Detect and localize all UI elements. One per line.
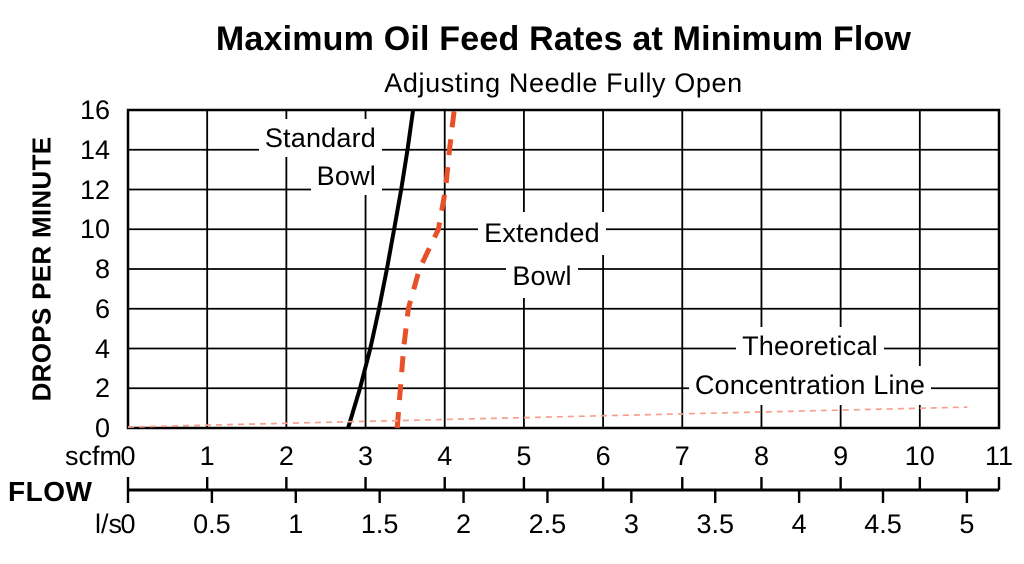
ls-tick-label: 3.5: [696, 509, 734, 539]
y-tick-label: 2: [94, 373, 110, 404]
ls-unit-label: l/s: [95, 509, 122, 539]
ls-tick-label: 4.5: [864, 509, 902, 539]
scfm-tick-label: 10: [904, 441, 935, 471]
scfm-tick-label: 8: [753, 441, 769, 471]
ls-tick-label: 1: [288, 509, 304, 539]
flow-axis: [126, 477, 1001, 503]
extended-bowl-series-label: Extended Bowl: [447, 212, 637, 298]
scfm-tick-label: 2: [278, 441, 294, 471]
ls-tick-label: 0: [120, 509, 136, 539]
scfm-tick-label: 7: [674, 441, 690, 471]
y-tick-label: 8: [94, 254, 110, 284]
scfm-unit-label: scfm: [65, 441, 122, 471]
y-tick-label: 6: [94, 293, 110, 324]
theoretical-label-line1: Theoretical: [736, 327, 884, 366]
ls-tick-label: 3: [623, 509, 639, 539]
y-tick-label: 0: [94, 413, 110, 443]
scfm-tick-label: 6: [595, 441, 611, 471]
y-tick-label: 4: [94, 333, 110, 364]
standard-bowl-label-line1: Standard: [258, 119, 382, 157]
standard-bowl-label-line2: Bowl: [310, 157, 382, 195]
scfm-tick-label: 4: [437, 441, 453, 471]
ls-tick-label: 2: [456, 509, 472, 539]
scfm-tick-label: 5: [516, 441, 532, 471]
scfm-tick-label: 1: [199, 441, 215, 471]
ls-tick-label: 5: [959, 509, 975, 539]
y-tick-label: 16: [79, 95, 110, 125]
standard-bowl-curve: [346, 109, 416, 429]
scfm-tick-label: 0: [120, 441, 136, 471]
ls-tick-label: 4: [791, 509, 807, 539]
plot-border: [126, 108, 1001, 430]
y-tick-label: 14: [79, 134, 110, 165]
y-tick-label: 10: [79, 214, 110, 245]
ls-tick-label: 0.5: [193, 509, 231, 539]
scfm-tick-label: 3: [358, 441, 374, 471]
y-tick-label: 12: [79, 174, 110, 205]
extended-bowl-label-line1: Extended: [478, 212, 606, 255]
extended-bowl-label-line2: Bowl: [506, 255, 578, 298]
ls-tick-label: 1.5: [360, 509, 399, 539]
theoretical-concentration-line-curve: [127, 406, 968, 428]
ls-tick-label: 2.5: [528, 509, 567, 539]
theoretical-label-line2: Concentration Line: [688, 366, 932, 405]
scfm-tick-label: 9: [833, 441, 849, 471]
chart-subtitle: Adjusting Needle Fully Open: [384, 68, 743, 98]
flow-axis-title: FLOW: [8, 476, 93, 507]
standard-bowl-series-label: Standard Bowl: [204, 119, 382, 195]
scfm-tick-label: 11: [984, 441, 1014, 471]
theoretical-concentration-series-label: Theoretical Concentration Line: [650, 327, 970, 405]
chart-title: Maximum Oil Feed Rates at Minimum Flow: [215, 20, 912, 58]
